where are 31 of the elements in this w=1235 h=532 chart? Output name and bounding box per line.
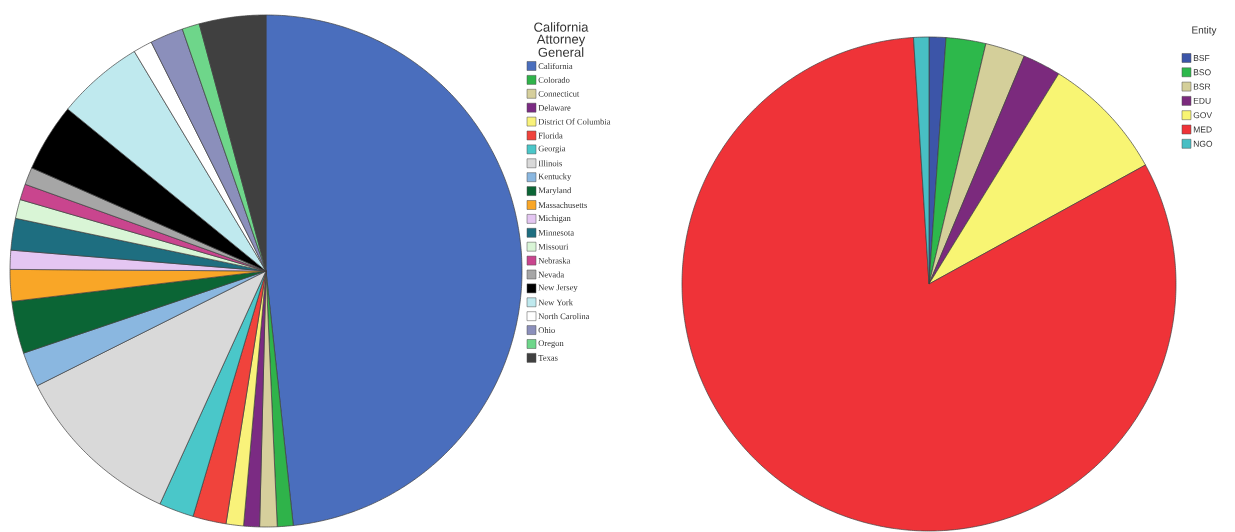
legend-label: GOV (1193, 112, 1213, 119)
legend-label: North Carolina (538, 313, 590, 320)
legend-label: Nevada (538, 271, 565, 278)
legend-label: EDU (1193, 97, 1211, 104)
legend-label: Ohio (538, 327, 555, 334)
legend-label: New York (538, 299, 573, 306)
legend-label: Michigan (538, 215, 571, 223)
legend-label: California (538, 62, 573, 70)
legend-label: Maryland (538, 187, 572, 195)
legend-label: Minnesota (538, 229, 574, 236)
legend-label: Nebraska (538, 257, 571, 264)
legend-label: District Of Columbia (538, 118, 611, 125)
legend-label: Connecticut (538, 90, 580, 97)
legend-label: MED (1193, 126, 1212, 133)
legend-label: Texas (538, 355, 558, 361)
legend-label: NGO (1193, 140, 1213, 147)
legend-label: Missouri (538, 243, 569, 250)
legend-label: Georgia (538, 145, 566, 154)
legend-title: California Attorney General (534, 22, 589, 57)
legend-label: BSO (1193, 69, 1211, 76)
legend-label: Florida (538, 132, 563, 139)
legend-title: Entity (1192, 26, 1217, 36)
legend-label: Illinois (538, 160, 562, 167)
legend-label: Colorado (538, 76, 570, 83)
legend-label: Delaware (538, 104, 571, 111)
legend-label: BSF (1193, 54, 1210, 61)
legend-label: New Jersey (538, 284, 578, 293)
legend-label: Kentucky (538, 173, 572, 182)
legend-label: Massachusetts (538, 202, 587, 208)
legend-label: BSR (1193, 83, 1211, 90)
legend-label: Oregon (538, 340, 564, 348)
